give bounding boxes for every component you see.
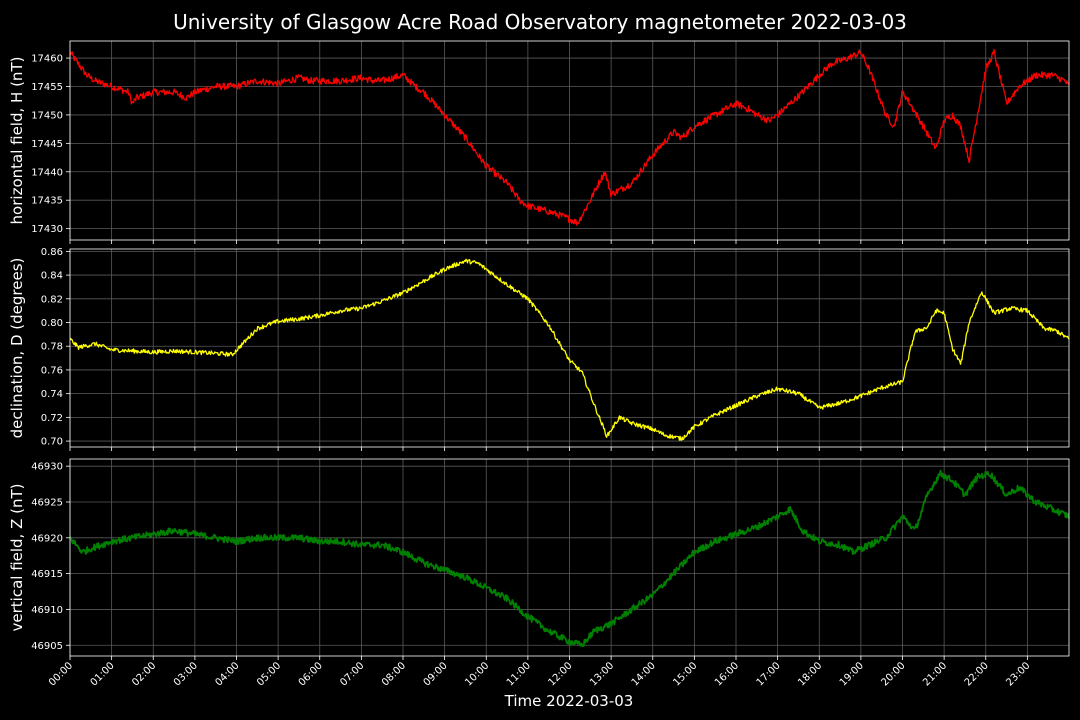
- y-tick-label: 17455: [31, 82, 63, 93]
- y-tick-label: 46925: [31, 497, 63, 508]
- y-tick-label: 17450: [31, 110, 63, 121]
- x-tick-label: 13:00: [588, 660, 616, 688]
- y-tick-label: 0.82: [41, 294, 63, 305]
- x-tick-label: 05:00: [255, 660, 283, 688]
- x-tick-label: 09:00: [422, 660, 450, 688]
- y-tick-label: 46905: [31, 641, 63, 652]
- y-axis-label: vertical field, Z (nT): [8, 483, 26, 631]
- y-tick-label: 17460: [31, 54, 63, 65]
- y-tick-label: 0.74: [41, 389, 63, 400]
- series-line-z: [69, 469, 1070, 648]
- chart-title: University of Glasgow Acre Road Observat…: [173, 10, 907, 34]
- x-tick-label: 14:00: [630, 660, 658, 688]
- x-tick-label: 21:00: [921, 660, 949, 688]
- x-tick-label: 18:00: [796, 660, 824, 688]
- x-tick-label: 04:00: [213, 660, 241, 688]
- series-line-d: [69, 258, 1070, 441]
- panel-frame: [69, 40, 1070, 241]
- y-tick-label: 17430: [31, 224, 63, 235]
- y-tick-label: 17440: [31, 167, 63, 178]
- y-tick-label: 0.72: [41, 413, 63, 424]
- x-tick-label: 16:00: [713, 660, 741, 688]
- x-tick-label: 08:00: [380, 660, 408, 688]
- y-tick-label: 46910: [31, 605, 63, 616]
- y-tick-label: 46920: [31, 533, 63, 544]
- x-tick-label: 01:00: [89, 660, 117, 688]
- y-axis-label: declination, D (degrees): [8, 258, 26, 439]
- y-tick-label: 17435: [31, 196, 63, 207]
- y-tick-label: 0.76: [41, 365, 63, 376]
- x-tick-label: 02:00: [130, 660, 158, 688]
- series-line-h: [69, 49, 1070, 226]
- panel-frame: [69, 458, 1070, 657]
- y-tick-label: 0.80: [41, 318, 63, 329]
- y-tick-label: 0.70: [41, 437, 63, 448]
- x-tick-label: 15:00: [671, 660, 699, 688]
- x-tick-label: 20:00: [879, 660, 907, 688]
- y-tick-label: 17445: [31, 139, 63, 150]
- x-tick-label: 17:00: [755, 660, 783, 688]
- panel-h: 17430 17435 17440 17445 17450 17455 17460 horiz…: [8, 40, 1070, 244]
- panel-d: 0.70 0.72 0.74 0.76 0.78 0.80 0.82 0.84 0.86 decl…: [8, 247, 1070, 451]
- y-tick-label: 46915: [31, 569, 63, 580]
- y-axis-label: horizontal field, H (nT): [8, 57, 26, 225]
- panel-frame: [69, 248, 1070, 448]
- y-tick-label: 0.86: [41, 247, 63, 258]
- x-tick-label: 03:00: [172, 660, 200, 688]
- y-tick-label: 46930: [31, 462, 63, 473]
- plot-panels: 17430 17435 17440 17445 17450 17455 17460 horiz…: [8, 40, 1070, 689]
- x-tick-label: 10:00: [463, 660, 491, 688]
- x-axis-label: Time 2022-03-03: [504, 692, 634, 710]
- x-tick-label: 11:00: [505, 660, 533, 688]
- y-tick-label: 0.84: [41, 271, 63, 282]
- y-tick-label: 0.78: [41, 342, 63, 353]
- x-tick-label: 22:00: [963, 660, 991, 688]
- x-tick-label: 23:00: [1004, 660, 1032, 688]
- x-tick-label: 12:00: [546, 660, 574, 688]
- panel-z: 46905 46910 46915 46920 46925 46930 vertical f…: [8, 458, 1070, 689]
- x-tick-label: 19:00: [838, 660, 866, 688]
- x-tick-label: 00:00: [47, 660, 75, 688]
- x-tick-label: 07:00: [338, 660, 366, 688]
- x-tick-label: 06:00: [297, 660, 325, 688]
